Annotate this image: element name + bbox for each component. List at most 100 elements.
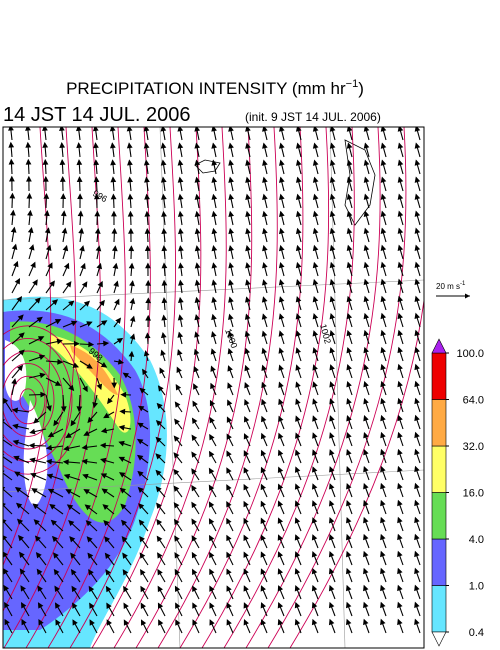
isobar xyxy=(289,297,424,648)
wind-arrow-head xyxy=(208,450,215,458)
wind-arrow-head xyxy=(137,470,144,477)
wind-arrow-head xyxy=(8,127,14,131)
wind-arrow-head xyxy=(245,227,251,235)
wind-arrow-head xyxy=(15,502,23,509)
wind-arrow-head xyxy=(346,415,352,422)
wind-arrow-head xyxy=(160,127,167,132)
wind-arrow-head xyxy=(311,584,318,592)
wind-arrow-head xyxy=(226,551,232,559)
wind-arrow-head xyxy=(311,567,318,575)
wind-arrow-head xyxy=(209,585,215,592)
wind-arrow-head xyxy=(140,619,147,626)
map-frame xyxy=(2,126,425,649)
wind-arrow-head xyxy=(414,601,420,609)
wind-arrow-head xyxy=(209,433,215,441)
wind-arrow-head xyxy=(312,193,319,200)
wind-arrow-head xyxy=(312,398,318,405)
wind-arrow-head xyxy=(177,296,184,304)
wind-arrow-head xyxy=(110,142,116,149)
wind-arrow-head xyxy=(346,142,353,149)
isobar xyxy=(245,127,381,648)
wind-arrow-head xyxy=(414,533,420,541)
wind-arrow-head xyxy=(346,244,353,252)
wind-arrow-head xyxy=(295,398,301,405)
wind-arrow-head xyxy=(329,295,336,303)
wind-arrow-head xyxy=(69,536,76,543)
wind-arrow-head xyxy=(68,520,75,527)
wind-arrow-head xyxy=(311,483,318,490)
wind-arrow-head xyxy=(30,261,36,269)
wind-arrow-head xyxy=(110,193,117,200)
wind-arrow-head xyxy=(138,519,145,526)
wind-arrow-head xyxy=(311,500,318,507)
wind-arrow-head xyxy=(295,364,301,371)
wind-arrow-head xyxy=(81,281,88,288)
wind-arrow-head xyxy=(106,619,112,626)
wind-arrow-head xyxy=(143,142,150,149)
isobar xyxy=(157,127,278,648)
wind-arrow-head xyxy=(346,127,353,132)
wind-arrow-head xyxy=(143,159,150,166)
colorbar-segment xyxy=(431,352,447,400)
wind-arrow-head xyxy=(194,296,201,303)
wind-arrow-head xyxy=(70,552,76,559)
wind-arrow-head xyxy=(174,552,180,559)
wind-arrow-head xyxy=(143,127,150,132)
wind-arrow-head xyxy=(116,337,124,344)
colorbar-over xyxy=(431,338,447,354)
wind-arrow-head xyxy=(346,193,353,200)
wind-arrow-head xyxy=(228,227,235,235)
wind-arrow-head xyxy=(68,300,75,307)
wind-arrow-head xyxy=(192,400,198,407)
wind-arrow-head xyxy=(414,618,420,626)
wind-arrow-head xyxy=(363,127,370,132)
isobar xyxy=(201,127,330,648)
wind-arrow-head xyxy=(100,362,108,368)
wind-arrow-head xyxy=(397,227,404,234)
wind-arrow-head xyxy=(84,504,91,511)
wind-arrow-head xyxy=(346,499,352,507)
wind-arrow-head xyxy=(173,435,180,442)
wind-arrow-head xyxy=(40,391,47,398)
wind-arrow-head xyxy=(25,127,31,131)
wind-arrow-head xyxy=(261,415,267,423)
wind-arrow-head xyxy=(45,244,52,251)
wind-arrow-head xyxy=(245,210,251,218)
wind-arrow-head xyxy=(210,348,217,355)
wind-arrow-head xyxy=(96,262,103,270)
wind-arrow-head xyxy=(363,210,370,217)
wind-arrow-head xyxy=(380,193,387,200)
wind-arrow-head xyxy=(363,414,369,422)
wind-arrow-head xyxy=(111,382,118,389)
valid-time: 14 JST 14 JUL. 2006 xyxy=(3,104,191,126)
wind-arrow-head xyxy=(329,466,335,473)
wind-arrow-head xyxy=(312,432,318,439)
wind-arrow-head xyxy=(261,313,268,320)
wind-arrow-head xyxy=(44,227,51,234)
wind-arrow-head xyxy=(260,618,267,626)
wind-arrow-head xyxy=(295,449,301,456)
wind-arrow-head xyxy=(117,358,125,365)
wind-arrow-head xyxy=(101,488,108,495)
wind-arrow-head xyxy=(68,384,75,392)
wind-arrow-head xyxy=(136,438,144,445)
wind-arrow-head xyxy=(161,297,168,304)
wind-arrow-head xyxy=(104,536,111,543)
wind-arrow-head xyxy=(18,332,25,339)
wind-arrow-head xyxy=(53,568,60,576)
wind-arrow-head xyxy=(312,210,319,218)
wind-arrow-head xyxy=(76,176,83,183)
wind-arrow-head xyxy=(65,489,72,495)
wind-arrow-head xyxy=(328,584,335,592)
wind-arrow-head xyxy=(226,619,232,626)
wind-arrow-head xyxy=(17,364,24,372)
wind-arrow-head xyxy=(157,385,164,392)
wind-arrow-head xyxy=(174,568,181,576)
wind-arrow-head xyxy=(76,142,82,149)
wind-arrow-head xyxy=(346,261,353,269)
wind-arrow-head xyxy=(161,227,168,234)
wind-arrow-head xyxy=(277,534,284,541)
wind-arrow-head xyxy=(144,210,151,217)
wind-arrow-head xyxy=(260,500,266,508)
wind-arrow-head xyxy=(54,380,62,386)
